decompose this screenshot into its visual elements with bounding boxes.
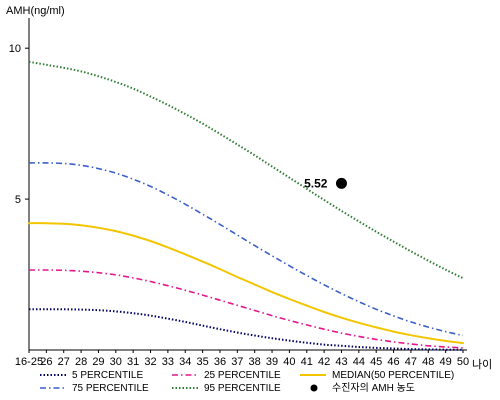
patient-amh-point — [335, 177, 347, 189]
x-tick-label: 33 — [162, 356, 174, 368]
x-tick-label: 40 — [283, 356, 295, 368]
legend-label-25-percentile: 25 PERCENTILE — [204, 370, 281, 381]
chart-axes: AMH(ng/ml) 나이 — [6, 5, 492, 371]
series-line-median-50-percentile — [28, 222, 464, 345]
legend-label-5-percentile: 5 PERCENTILE — [72, 370, 143, 381]
x-tick-label: 49 — [440, 356, 452, 368]
patient-amh-value-label: 5.52 — [304, 176, 328, 190]
x-tick-label: 39 — [266, 356, 278, 368]
legend-label-median-50-percentile: MEDIAN(50 PERCENTILE) — [332, 370, 454, 381]
patient-marker: 5.52 — [304, 176, 347, 190]
x-tick-label: 43 — [335, 356, 347, 368]
x-tick-label: 46 — [387, 356, 399, 368]
legend-label-patient: 수진자의 AMH 농도 — [332, 382, 415, 394]
legend-label-95-percentile: 95 PERCENTILE — [204, 383, 281, 394]
x-tick-label: 31 — [127, 356, 139, 368]
legend-label-75-percentile: 75 PERCENTILE — [72, 383, 149, 394]
x-tick-label: 30 — [110, 356, 122, 368]
x-tick-label: 42 — [318, 356, 330, 368]
x-tick-label: 38 — [249, 356, 261, 368]
series-line-5-percentile — [29, 308, 463, 351]
series-lines — [28, 60, 464, 351]
x-tick-label: 47 — [405, 356, 417, 368]
x-tick-label: 37 — [231, 356, 243, 368]
x-tick-label: 44 — [353, 356, 365, 368]
x-tick-label: 27 — [58, 356, 70, 368]
x-tick-label: 34 — [179, 356, 191, 368]
y-axis-title: AMH(ng/ml) — [6, 5, 65, 17]
x-tick-label: 26 — [40, 356, 52, 368]
legend-swatch-patient — [310, 384, 318, 392]
series-line-75-percentile — [28, 162, 464, 337]
x-tick-label: 32 — [144, 356, 156, 368]
y-tick-label: 5 — [15, 194, 21, 206]
x-tick-label: 36 — [214, 356, 226, 368]
x-tick-label: 48 — [422, 356, 434, 368]
legend: 5 PERCENTILE 25 PERCENTILE MEDIAN(50 PERCE… — [40, 370, 454, 394]
x-tick-label: 35 — [196, 356, 208, 368]
x-tick-label: 16-25 — [15, 356, 43, 368]
x-tick-label: 41 — [301, 356, 313, 368]
y-tick-label: 10 — [9, 43, 21, 55]
x-tick-label: 50 — [457, 356, 469, 368]
x-axis-title: 나이 — [472, 358, 492, 371]
x-tick-label: 28 — [75, 356, 87, 368]
x-tick-label: 45 — [370, 356, 382, 368]
series-line-95-percentile — [28, 60, 464, 280]
x-tick-label: 29 — [92, 356, 104, 368]
series-line-25-percentile — [29, 269, 464, 349]
